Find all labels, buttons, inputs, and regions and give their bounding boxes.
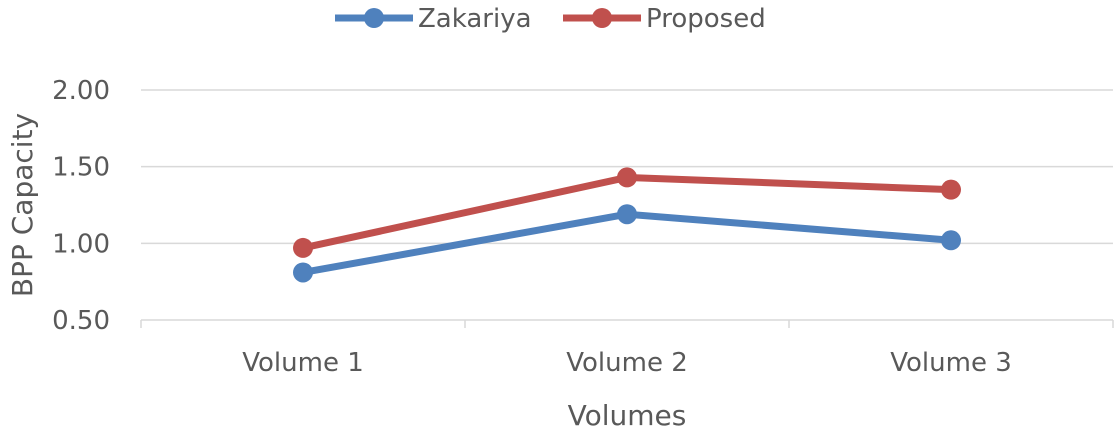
- y-tick-label: 1.50: [52, 153, 110, 183]
- legend-item-zakariya: Zakariya: [335, 4, 532, 34]
- legend-marker: [592, 8, 612, 28]
- legend-marker: [364, 8, 384, 28]
- data-point: [941, 230, 961, 251]
- y-tick-labels: 0.50 1.00 1.50 2.00: [52, 76, 110, 336]
- legend-label: Proposed: [646, 4, 766, 34]
- x-tick-labels: Volume 1 Volume 2 Volume 3: [242, 348, 1012, 378]
- data-point: [293, 262, 313, 283]
- y-axis-title: BPP Capacity: [6, 113, 39, 297]
- legend: Zakariya Proposed: [335, 4, 766, 34]
- y-tick-label: 1.00: [52, 229, 110, 259]
- x-tick-label: Volume 1: [242, 348, 364, 378]
- y-tick-label: 2.00: [52, 76, 110, 106]
- data-point: [617, 167, 637, 188]
- y-tick-label: 0.50: [52, 306, 110, 336]
- x-axis-title: Volumes: [568, 399, 687, 432]
- series-group: [293, 167, 961, 283]
- data-point: [941, 179, 961, 200]
- legend-item-proposed: Proposed: [563, 4, 766, 34]
- data-point: [293, 237, 313, 258]
- data-point: [617, 204, 637, 225]
- x-tick-label: Volume 2: [566, 348, 688, 378]
- legend-label: Zakariya: [418, 4, 532, 34]
- x-tick-label: Volume 3: [890, 348, 1012, 378]
- axes: [140, 319, 1114, 328]
- series-proposed: [293, 167, 961, 258]
- series-zakariya: [293, 204, 961, 283]
